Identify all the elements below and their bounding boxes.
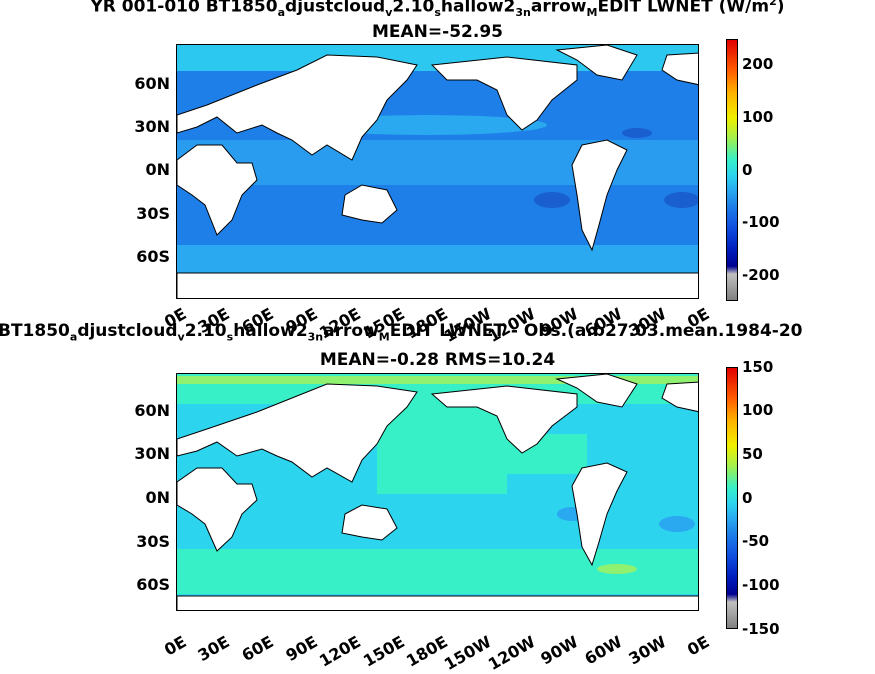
lat-label: 60N: [134, 74, 170, 93]
lat-label: 30S: [136, 532, 170, 551]
cbar-tick: -150: [742, 620, 780, 638]
cbar-tick: -200: [742, 266, 780, 284]
cbar-tick: -100: [742, 576, 780, 594]
panel-top-mean: MEAN=-52.95: [372, 22, 503, 42]
lon-label: 180E: [403, 632, 451, 671]
lon-label: 0E: [683, 632, 713, 660]
lon-label: 120E: [315, 632, 364, 671]
lat-label: 0N: [145, 488, 170, 507]
lon-label: 60E: [238, 632, 277, 666]
panel-bottom: BT1850adjustcloudv2.10shallow23narrowMED…: [0, 320, 875, 674]
cbar-tick: -50: [742, 532, 770, 550]
lat-label: 30N: [134, 117, 170, 136]
lat-label: 60S: [136, 247, 170, 266]
lon-label: 0E: [160, 632, 190, 660]
map-bottom-svg: [177, 374, 698, 610]
map-top-svg: [177, 45, 698, 298]
cbar-tick: 150: [742, 358, 774, 376]
lon-label: 90W: [537, 632, 582, 669]
cbar-tick: 100: [742, 108, 774, 126]
cbar-tick: 0: [742, 489, 753, 507]
lon-label: 90E: [281, 632, 321, 666]
lat-label: 30N: [134, 444, 170, 463]
lat-label: 60S: [136, 575, 170, 594]
lon-label: 60W: [581, 632, 626, 669]
lat-label: 30S: [136, 204, 170, 223]
cbar-tick: -100: [742, 213, 780, 231]
lon-label: 120W: [484, 632, 539, 674]
map-bottom: [176, 373, 699, 611]
cbar-tick: 200: [742, 55, 774, 73]
cbar-tick: 100: [742, 401, 774, 419]
panel-top: YR 001-010 BT1850adjustcloudv2.10shallow…: [0, 0, 875, 346]
lon-label: 150E: [359, 632, 408, 671]
lon-label: 30W: [624, 632, 669, 669]
lon-label: 30E: [194, 632, 234, 666]
map-top: [176, 44, 699, 299]
colorbar-top: [726, 39, 738, 301]
lat-label: 0N: [145, 160, 170, 179]
panel-bottom-title: BT1850adjustcloudv2.10shallow23narrowMED…: [0, 321, 803, 344]
cbar-tick: 50: [742, 445, 763, 463]
panel-bottom-stats: MEAN=-0.28 RMS=10.24: [319, 350, 556, 370]
lat-label: 60N: [134, 401, 170, 420]
cbar-tick: 0: [742, 161, 753, 179]
panel-top-title: YR 001-010 BT1850adjustcloudv2.10shallow…: [90, 0, 785, 20]
colorbar-bottom: [726, 367, 738, 629]
lon-label: 150W: [440, 632, 495, 674]
